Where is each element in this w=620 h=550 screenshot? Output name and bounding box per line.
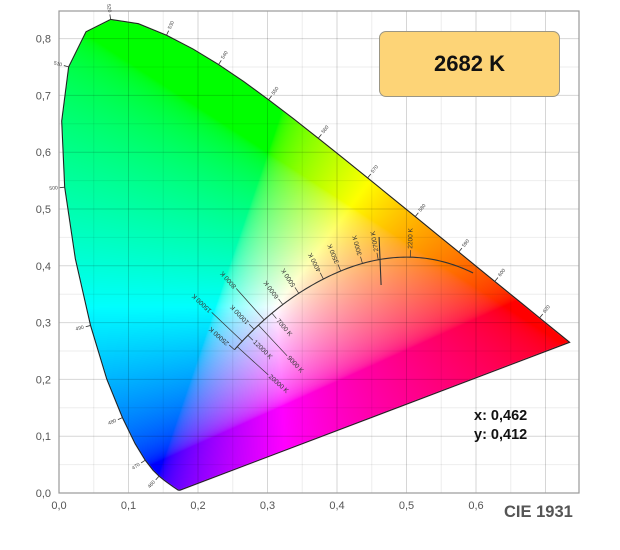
planckian-curve [234, 256, 474, 350]
y-tick-label: 0,3 [36, 318, 51, 330]
wavelength-tick [63, 65, 69, 68]
cct-tick [360, 256, 363, 264]
wavelength-label: 510 [53, 60, 63, 68]
cct-tick [247, 335, 254, 341]
x-tick-label: 0,2 [190, 500, 205, 512]
cct-tick [211, 312, 243, 342]
wavelength-tick [494, 277, 499, 282]
wavelength-label: 530 [167, 20, 176, 30]
readout-y: y: 0,412 [474, 427, 528, 443]
cct-tick [236, 288, 265, 321]
x-tick-label: 0,3 [260, 500, 275, 512]
cct-tick [294, 287, 300, 294]
wavelength-label: 540 [220, 50, 230, 60]
grid [59, 11, 579, 493]
wavelength-tick [117, 417, 123, 421]
y-tick-label: 0,6 [36, 147, 51, 159]
wavelength-tick [109, 14, 112, 20]
y-tick-label: 0,2 [36, 374, 51, 386]
cct-label: 6000 K [262, 279, 280, 300]
wavelength-tick [155, 475, 160, 481]
y-tick-label: 0,4 [36, 261, 51, 273]
spectral-locus: 460 470 480 490 500 510 520 530 540 550 560 570 580 5… [49, 4, 571, 491]
y-tick-label: 0,5 [36, 204, 51, 216]
x-tick-label: 0,6 [468, 500, 483, 512]
wavelength-label: 570 [370, 164, 380, 174]
wavelength-tick [218, 60, 222, 65]
cct-tick [229, 344, 235, 350]
x-tick-label: 0,1 [121, 500, 136, 512]
wavelength-tick [85, 325, 91, 328]
cct-value: 2682 K [434, 51, 505, 76]
axes: 0,0 0,1 0,2 0,3 0,4 0,5 0,6 0,0 0,1 0,2 0,3 0,4 0,5 0… [36, 34, 484, 512]
y-tick-label: 0,0 [36, 488, 51, 500]
wavelength-tick [414, 212, 419, 217]
cct-label: 5000 K [280, 266, 297, 288]
cct-tick [271, 312, 277, 319]
measured-point-marker [378, 236, 382, 286]
cct-label: 8000 K [219, 269, 238, 290]
y-tick-label: 0,1 [36, 431, 51, 443]
wavelength-tick [458, 247, 463, 253]
y-tick-label: 0,8 [36, 34, 51, 46]
wavelength-tick [367, 173, 372, 179]
cct-label: 20000 K [267, 373, 290, 395]
cct-label: 3500 K [326, 242, 341, 264]
plot-frame [58, 10, 580, 494]
wavelength-label: 550 [271, 86, 281, 96]
cct-tick [248, 323, 255, 330]
cct-label: 12000 K [251, 339, 274, 361]
wavelength-tick [317, 134, 322, 139]
wavelength-label: 500 [49, 185, 58, 192]
cct-tick [278, 298, 284, 305]
wavelength-label: 520 [105, 4, 112, 13]
wavelength-tick [268, 95, 272, 101]
cct-tick [376, 252, 379, 260]
chart-title: CIE 1931 [504, 503, 573, 521]
coordinate-readout: x: 0,462 y: 0,412 [474, 407, 527, 445]
cct-label: 2200 K [407, 227, 414, 248]
cct-label: 15000 K [190, 292, 213, 314]
wavelength-label: 490 [75, 325, 85, 333]
cct-label: 4000 K [307, 251, 323, 273]
y-tick-label: 0,7 [36, 90, 51, 102]
wavelength-label: 590 [461, 238, 471, 248]
wavelength-label: 480 [107, 418, 117, 427]
cct-label: 7000 K [275, 318, 294, 339]
wavelength-label: 620 [542, 304, 552, 314]
wavelength-label: 560 [321, 124, 331, 134]
cct-tick [236, 346, 269, 376]
x-tick-label: 0,4 [329, 500, 344, 512]
wavelength-label: 470 [131, 462, 141, 472]
cct-tick [337, 264, 342, 272]
x-tick-label: 0,5 [399, 500, 414, 512]
wavelength-label: 600 [497, 268, 507, 278]
spectral-locus-line [61, 18, 571, 491]
wavelength-label: 460 [147, 479, 157, 489]
wavelength-tick [166, 30, 169, 36]
cct-label: 25000 K [207, 325, 230, 347]
cct-badge: 2682 K [379, 31, 560, 97]
cct-label: 10000 K [229, 303, 251, 326]
readout-x: x: 0,462 [474, 408, 528, 424]
x-tick-label: 0,0 [51, 500, 66, 512]
wavelength-tick [539, 313, 544, 319]
cct-label: 2700 K [370, 230, 381, 252]
wavelength-label: 580 [418, 203, 428, 213]
wavelength-tick [140, 459, 146, 464]
cct-tick [319, 272, 324, 280]
cct-tick [258, 324, 288, 357]
